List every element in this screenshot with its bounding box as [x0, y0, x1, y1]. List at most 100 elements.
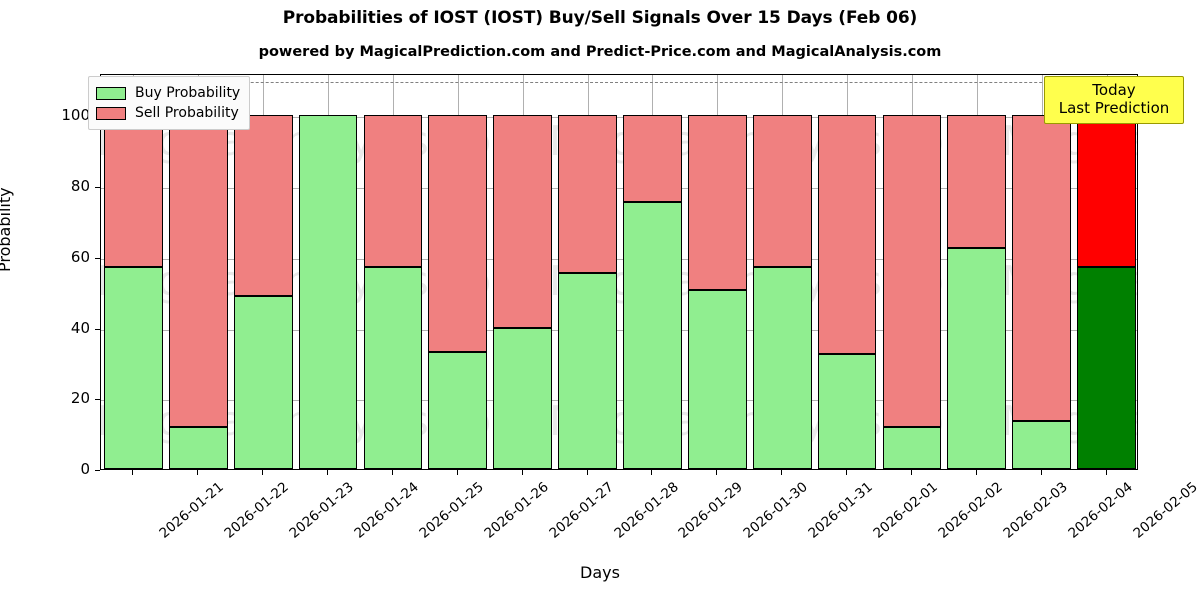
bar-segment-sell[interactable] — [168, 115, 228, 427]
bar-group[interactable] — [558, 75, 617, 469]
bar-segment-sell[interactable] — [1077, 115, 1136, 268]
bar-segment-buy[interactable] — [363, 267, 423, 469]
bar-segment-buy[interactable] — [947, 248, 1007, 469]
legend-swatch-sell-icon — [96, 106, 126, 120]
y-axis-label: Probability — [0, 187, 14, 272]
bar-group[interactable] — [428, 75, 488, 469]
y-axis-tick — [95, 470, 100, 471]
bar-segment-sell[interactable] — [104, 115, 163, 268]
x-axis-tick-label: 2026-01-23 — [286, 479, 357, 542]
plot-inner: MagicalAnalysis.comMagicalAnalysis.comMa… — [101, 75, 1137, 469]
bar-group[interactable] — [233, 75, 293, 469]
bar-segment-buy[interactable] — [428, 352, 488, 469]
bar-segment-buy[interactable] — [233, 295, 293, 469]
y-axis-tick — [95, 257, 100, 259]
gridline-horizontal — [101, 117, 1137, 119]
legend-item-buy: Buy Probability — [96, 83, 240, 103]
bar-group[interactable] — [168, 75, 228, 469]
bar-segment-sell[interactable] — [623, 115, 682, 203]
x-axis-tick — [716, 470, 718, 475]
x-axis-tick — [846, 470, 848, 475]
x-axis-tick-label: 2026-01-30 — [740, 479, 812, 542]
bar-segment-buy[interactable] — [882, 426, 942, 469]
x-axis-tick-label: 2026-01-22 — [221, 479, 293, 542]
bar-segment-sell[interactable] — [493, 115, 553, 328]
bar-segment-buy[interactable] — [168, 426, 228, 469]
bar-segment-buy[interactable] — [1012, 421, 1072, 469]
bar-segment-buy[interactable] — [687, 290, 747, 469]
bar-segment-buy[interactable] — [817, 354, 877, 469]
x-axis-tick-label: 2026-02-01 — [870, 479, 941, 542]
bar-segment-sell[interactable] — [558, 115, 617, 273]
x-axis-tick-label: 2026-01-25 — [416, 479, 487, 542]
x-axis-tick — [132, 470, 134, 475]
bar-segment-sell[interactable] — [233, 115, 293, 296]
x-axis-tick-label: 2026-01-24 — [351, 479, 422, 542]
x-axis-tick — [781, 470, 783, 475]
legend-item-sell: Sell Probability — [96, 103, 240, 123]
legend-label-sell: Sell Probability — [135, 105, 239, 121]
gridline-horizontal — [101, 329, 1137, 331]
bar-segment-buy[interactable] — [752, 267, 812, 469]
bar-group[interactable] — [623, 75, 682, 469]
y-axis-tick-label: 100 — [61, 106, 90, 125]
x-axis-tick — [391, 470, 393, 475]
chart-legend: Buy Probability Sell Probability — [88, 76, 251, 130]
threshold-line — [101, 82, 1137, 84]
x-axis-tick-label: 2026-01-31 — [805, 479, 876, 542]
x-axis-tick — [975, 470, 977, 475]
gridline-horizontal — [101, 258, 1137, 260]
bar-group[interactable] — [104, 75, 163, 469]
x-axis-tick-label: 2026-01-29 — [675, 479, 747, 542]
bar-segment-sell[interactable] — [363, 115, 423, 268]
bar-segment-sell[interactable] — [817, 115, 877, 355]
gridline-horizontal — [101, 188, 1137, 190]
y-axis-tick-label: 40 — [70, 318, 90, 337]
bar-segment-sell[interactable] — [1012, 115, 1072, 422]
today-annotation-line2: Last Prediction — [1058, 98, 1170, 117]
bar-group[interactable] — [752, 75, 812, 469]
bar-segment-buy[interactable] — [1077, 267, 1136, 469]
bar-group[interactable] — [363, 75, 423, 469]
x-axis-tick — [651, 470, 653, 475]
bar-segment-sell[interactable] — [428, 115, 488, 353]
x-axis-tick-label: 2026-01-28 — [610, 479, 682, 542]
y-axis-tick — [95, 399, 100, 401]
x-axis-tick-label: 2026-01-21 — [156, 479, 228, 542]
chart-subtitle: powered by MagicalPrediction.com and Pre… — [258, 44, 942, 60]
bar-group[interactable] — [882, 75, 942, 469]
bar-group[interactable] — [947, 75, 1007, 469]
bar-segment-sell[interactable] — [687, 115, 747, 291]
legend-label-buy: Buy Probability — [135, 85, 241, 101]
plot-area: MagicalAnalysis.comMagicalAnalysis.comMa… — [100, 74, 1138, 470]
today-annotation-line1: Today — [1092, 81, 1136, 99]
x-axis-tick-label: 2026-02-03 — [1000, 479, 1071, 542]
bar-segment-buy[interactable] — [298, 115, 358, 469]
legend-swatch-buy-icon — [96, 86, 126, 100]
bar-segment-sell[interactable] — [947, 115, 1007, 248]
x-axis-tick — [521, 470, 523, 475]
bar-segment-sell[interactable] — [882, 115, 942, 427]
x-axis-tick-label: 2026-02-02 — [935, 479, 1006, 542]
x-axis-tick-label: 2026-01-27 — [546, 479, 617, 542]
bar-segment-buy[interactable] — [104, 267, 163, 469]
bar-group[interactable] — [687, 75, 747, 469]
x-axis-tick-label: 2026-02-04 — [1065, 479, 1136, 542]
x-axis-tick — [586, 470, 588, 475]
bar-group[interactable] — [493, 75, 553, 469]
bar-group[interactable] — [817, 75, 877, 469]
x-axis-tick — [197, 470, 199, 475]
bar-group[interactable] — [1012, 75, 1072, 469]
bar-segment-buy[interactable] — [558, 272, 617, 469]
bar-segment-buy[interactable] — [623, 202, 682, 469]
bar-segment-sell[interactable] — [752, 115, 812, 268]
x-axis-tick — [910, 470, 912, 475]
page-title: Probabilities of IOST (IOST) Buy/Sell Si… — [282, 8, 918, 28]
bar-segment-buy[interactable] — [493, 327, 553, 469]
x-axis-tick — [1040, 470, 1042, 475]
y-axis-tick-label: 20 — [70, 389, 90, 408]
x-axis-tick — [1105, 470, 1107, 475]
bar-group[interactable] — [298, 75, 358, 469]
bar-group[interactable] — [1077, 75, 1136, 469]
